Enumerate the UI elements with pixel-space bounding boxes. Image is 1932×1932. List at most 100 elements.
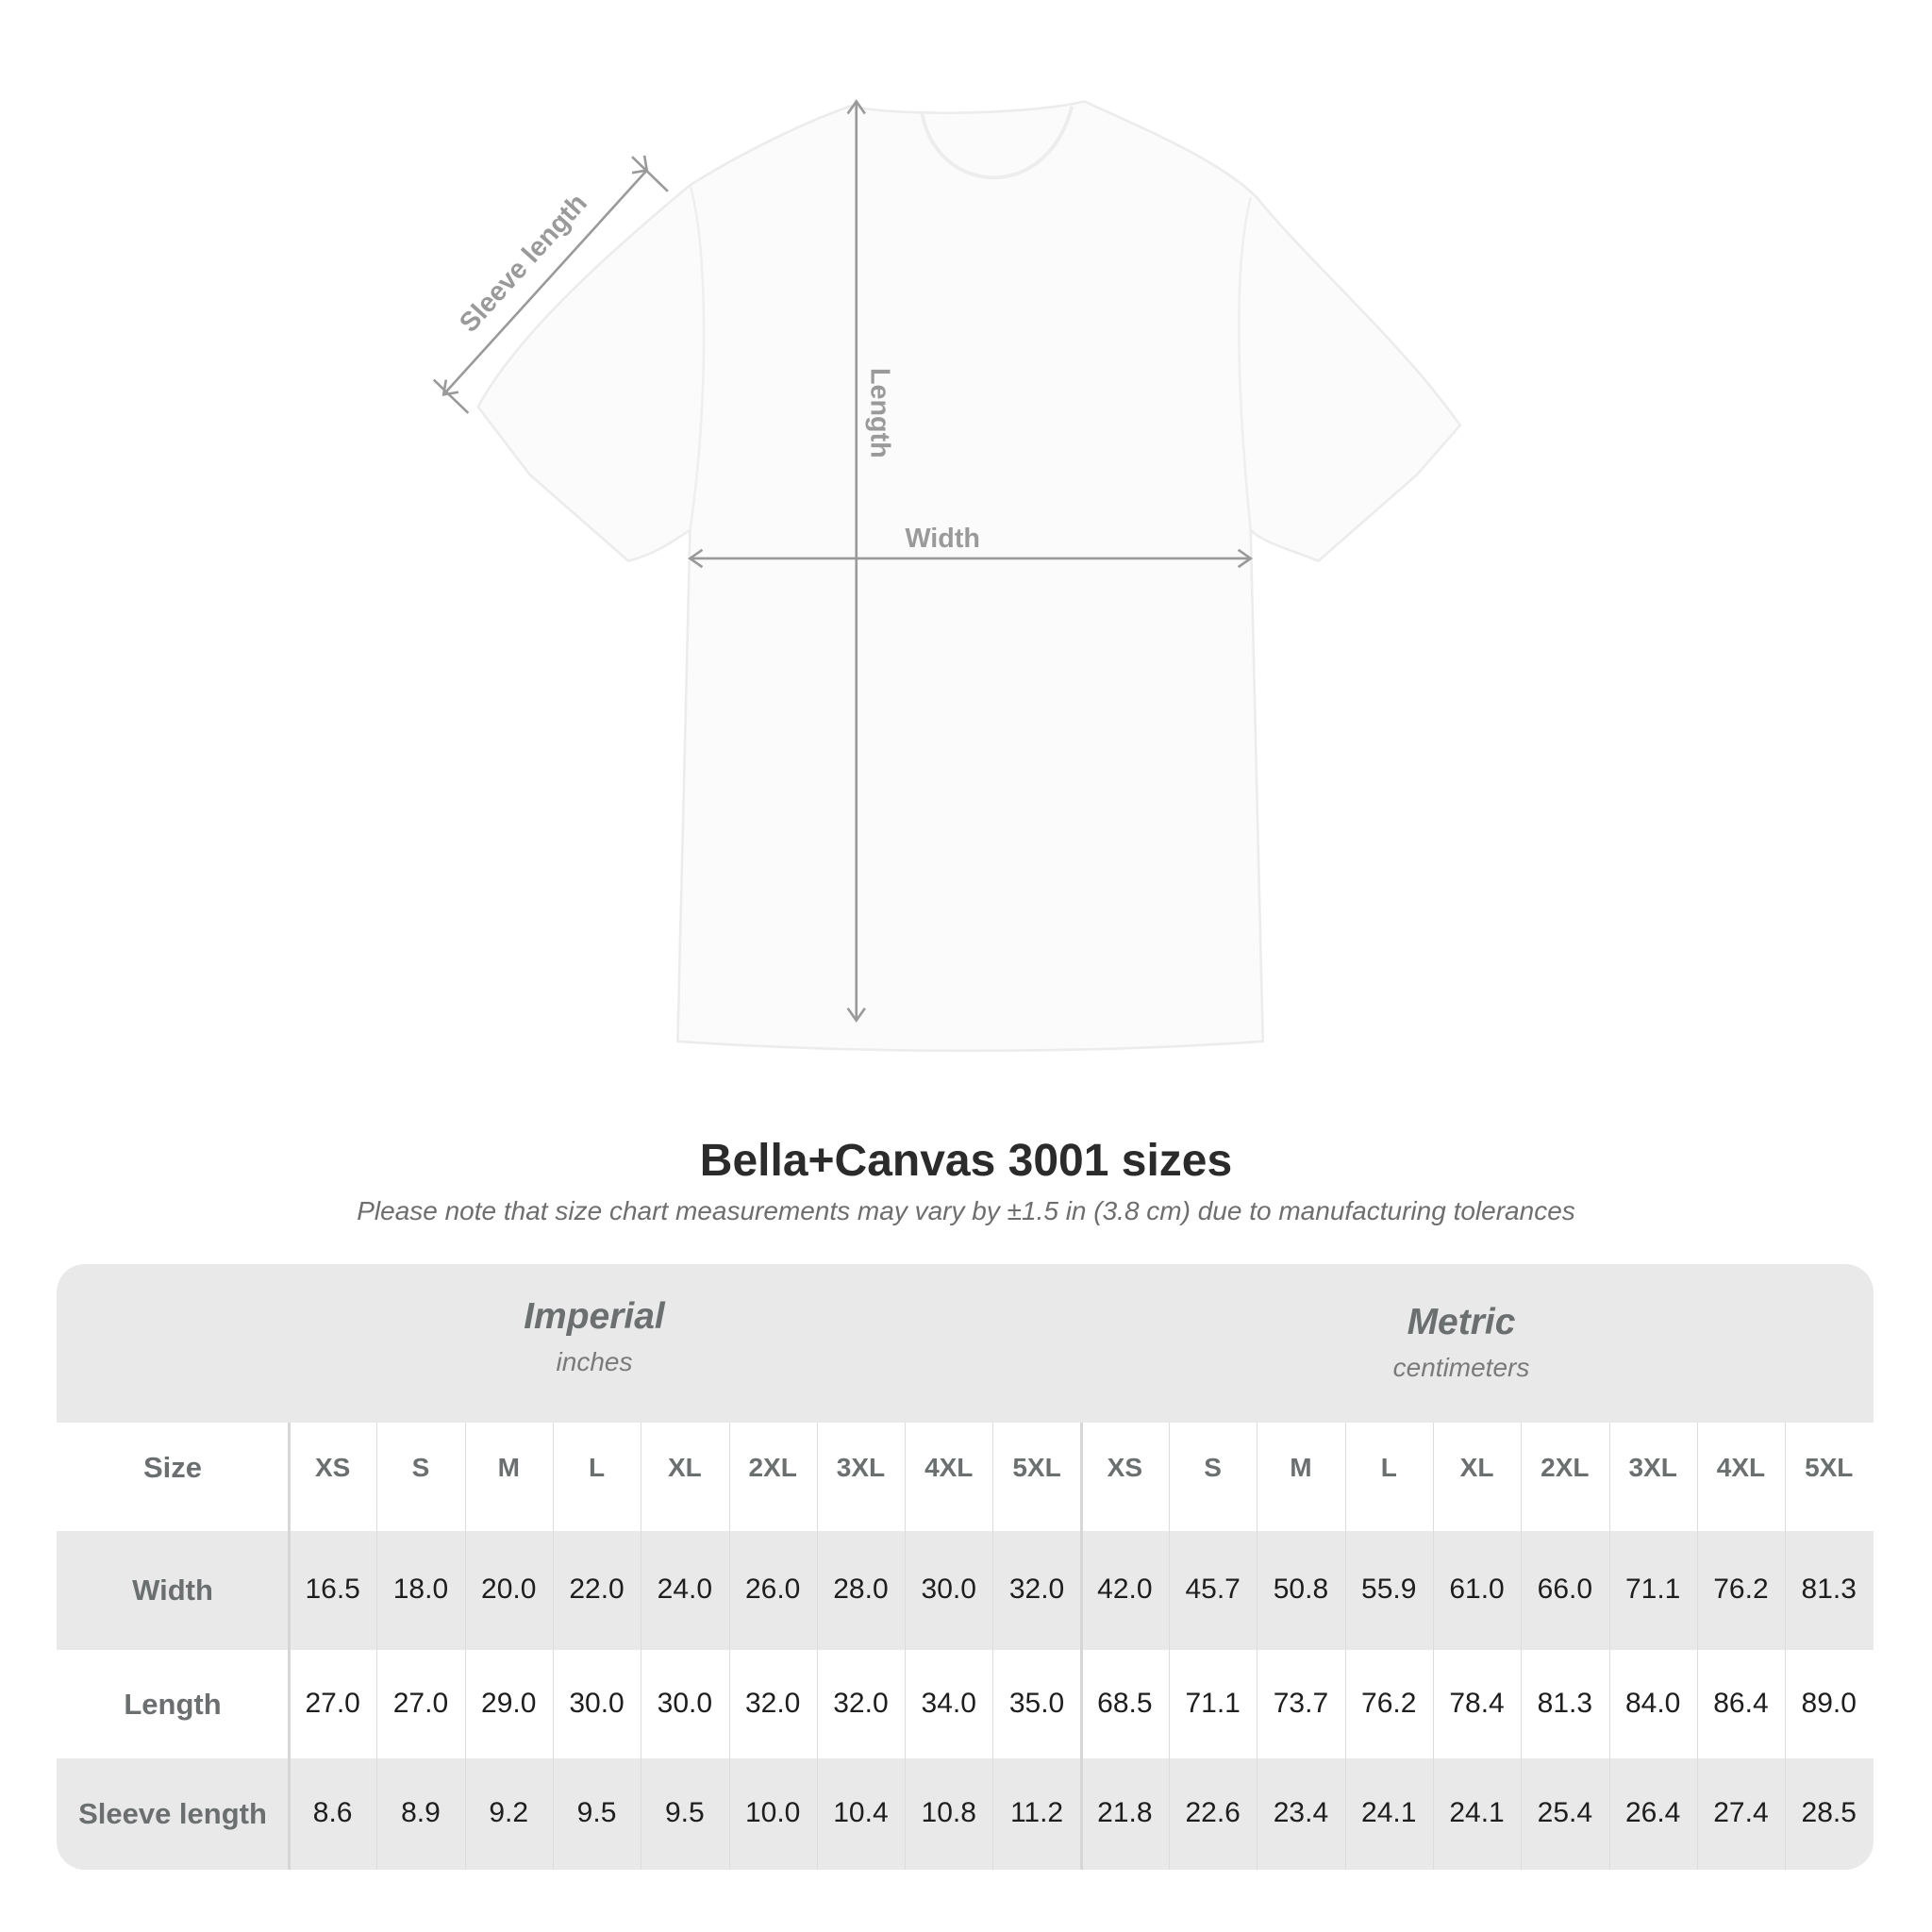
row-label: Length <box>124 1687 222 1721</box>
table-cell: 25.4 <box>1537 1797 1593 1828</box>
table-cell: 28.0 <box>833 1574 889 1605</box>
size-header-metric-2xl: 2XL <box>1541 1453 1590 1482</box>
size-header-imperial-4xl: 4XL <box>924 1453 974 1482</box>
column-divider <box>1608 1423 1610 1870</box>
table-cell: 26.0 <box>744 1574 801 1605</box>
imperial-unit: inches <box>556 1347 633 1376</box>
table-cell: 30.0 <box>569 1687 625 1719</box>
table-cell: 24.0 <box>657 1574 713 1605</box>
table-cell: 66.0 <box>1537 1574 1593 1605</box>
table-cell: 42.0 <box>1097 1574 1153 1605</box>
tshirt-shape <box>476 100 1462 1053</box>
table-cell: 8.9 <box>401 1797 441 1828</box>
table-cell: 32.0 <box>1008 1574 1065 1605</box>
table-cell: 20.0 <box>481 1574 537 1605</box>
table-cell: 71.1 <box>1185 1687 1241 1719</box>
table-cell: 9.2 <box>489 1797 529 1828</box>
size-header: Size <box>142 1451 203 1484</box>
table-cell: 30.0 <box>657 1687 713 1719</box>
size-header-metric-4xl: 4XL <box>1716 1453 1766 1482</box>
column-divider <box>288 1423 291 1870</box>
table-cell: 30.0 <box>921 1574 976 1605</box>
table-cell: 45.7 <box>1185 1574 1241 1605</box>
table-cell: 71.1 <box>1624 1574 1681 1605</box>
row-band <box>57 1758 1874 1870</box>
column-divider <box>1785 1423 1787 1870</box>
column-divider <box>816 1423 818 1870</box>
table-cell: 9.5 <box>576 1797 617 1828</box>
size-header-metric-xs: XS <box>1107 1453 1143 1482</box>
chart-title: Bella+Canvas 3001 sizes <box>699 1136 1233 1186</box>
size-table: Imperial inches Metric centimeters Size … <box>57 1264 1874 1870</box>
table-cell: 21.8 <box>1097 1797 1153 1828</box>
table-cell: 16.5 <box>305 1574 360 1605</box>
table-cell: 27.0 <box>305 1687 360 1719</box>
metric-unit: centimeters <box>1392 1353 1530 1382</box>
row-label: Width <box>132 1574 213 1607</box>
column-divider <box>728 1423 730 1870</box>
column-divider <box>1344 1423 1346 1870</box>
table-cell: 32.0 <box>833 1687 889 1719</box>
table-cell: 76.2 <box>1713 1574 1769 1605</box>
column-divider <box>1079 1423 1083 1870</box>
column-divider <box>1432 1423 1434 1870</box>
size-header-imperial-xs: XS <box>314 1453 351 1482</box>
table-cell: 78.4 <box>1449 1687 1505 1719</box>
size-header-imperial-m: M <box>497 1453 520 1482</box>
size-header-imperial-l: L <box>588 1453 606 1482</box>
table-cell: 89.0 <box>1801 1687 1857 1719</box>
table-cell: 10.4 <box>833 1797 889 1828</box>
table-cell: 84.0 <box>1624 1687 1681 1719</box>
size-header-metric-3xl: 3XL <box>1628 1453 1677 1482</box>
tolerance-note: Please note that size chart measurements… <box>357 1196 1575 1225</box>
table-cell: 81.3 <box>1801 1574 1857 1605</box>
table-cell: 73.7 <box>1273 1687 1329 1719</box>
column-divider <box>905 1423 907 1870</box>
row-band <box>57 1531 1874 1650</box>
table-cell: 9.5 <box>664 1797 705 1828</box>
column-divider <box>552 1423 554 1870</box>
size-header-metric-5xl: 5XL <box>1805 1453 1854 1482</box>
table-cell: 18.0 <box>392 1574 449 1605</box>
size-header-metric-l: L <box>1380 1453 1397 1482</box>
table-cell: 81.3 <box>1537 1687 1593 1719</box>
table-cell: 24.1 <box>1449 1797 1505 1828</box>
column-divider <box>1169 1423 1170 1870</box>
size-header-metric-s: S <box>1204 1453 1222 1482</box>
table-cell: 27.4 <box>1713 1797 1769 1828</box>
table-cell: 32.0 <box>744 1687 801 1719</box>
table-cell: 11.2 <box>1009 1797 1064 1828</box>
column-divider <box>376 1423 378 1870</box>
table-cell: 22.0 <box>569 1574 625 1605</box>
table-cell: 34.0 <box>921 1687 976 1719</box>
metric-title: Metric <box>1407 1302 1516 1342</box>
tshirt-diagram: Length Width Sleeve length <box>432 99 1462 1053</box>
table-cell: 8.6 <box>312 1797 353 1828</box>
size-header-imperial-5xl: 5XL <box>1012 1453 1061 1482</box>
column-divider <box>992 1423 994 1870</box>
sleeve-arrow <box>442 169 648 396</box>
row-label: Sleeve length <box>78 1797 267 1830</box>
size-header-metric-xl: XL <box>1459 1453 1494 1482</box>
size-header-imperial-xl: XL <box>667 1453 702 1482</box>
header-band <box>57 1264 1874 1423</box>
metric-group: Metric centimeters <box>1131 1302 1791 1383</box>
size-header-imperial-3xl: 3XL <box>836 1453 886 1482</box>
size-header-imperial-s: S <box>411 1453 430 1482</box>
table-cell: 29.0 <box>481 1687 537 1719</box>
table-cell: 61.0 <box>1449 1574 1505 1605</box>
length-label: Length <box>864 368 894 458</box>
table-cell: 22.6 <box>1185 1797 1241 1828</box>
table-cell: 86.4 <box>1713 1687 1769 1719</box>
column-divider <box>1696 1423 1698 1870</box>
table-cell: 23.4 <box>1273 1797 1329 1828</box>
size-header-imperial-2xl: 2XL <box>748 1453 797 1482</box>
table-cell: 68.5 <box>1097 1687 1153 1719</box>
table-cell: 27.0 <box>392 1687 449 1719</box>
table-cell: 24.1 <box>1361 1797 1417 1828</box>
imperial-title: Imperial <box>524 1296 665 1337</box>
table-cell: 10.0 <box>744 1797 801 1828</box>
table-cell: 50.8 <box>1273 1574 1329 1605</box>
table-cell: 28.5 <box>1801 1797 1857 1828</box>
table-cell: 26.4 <box>1624 1797 1681 1828</box>
